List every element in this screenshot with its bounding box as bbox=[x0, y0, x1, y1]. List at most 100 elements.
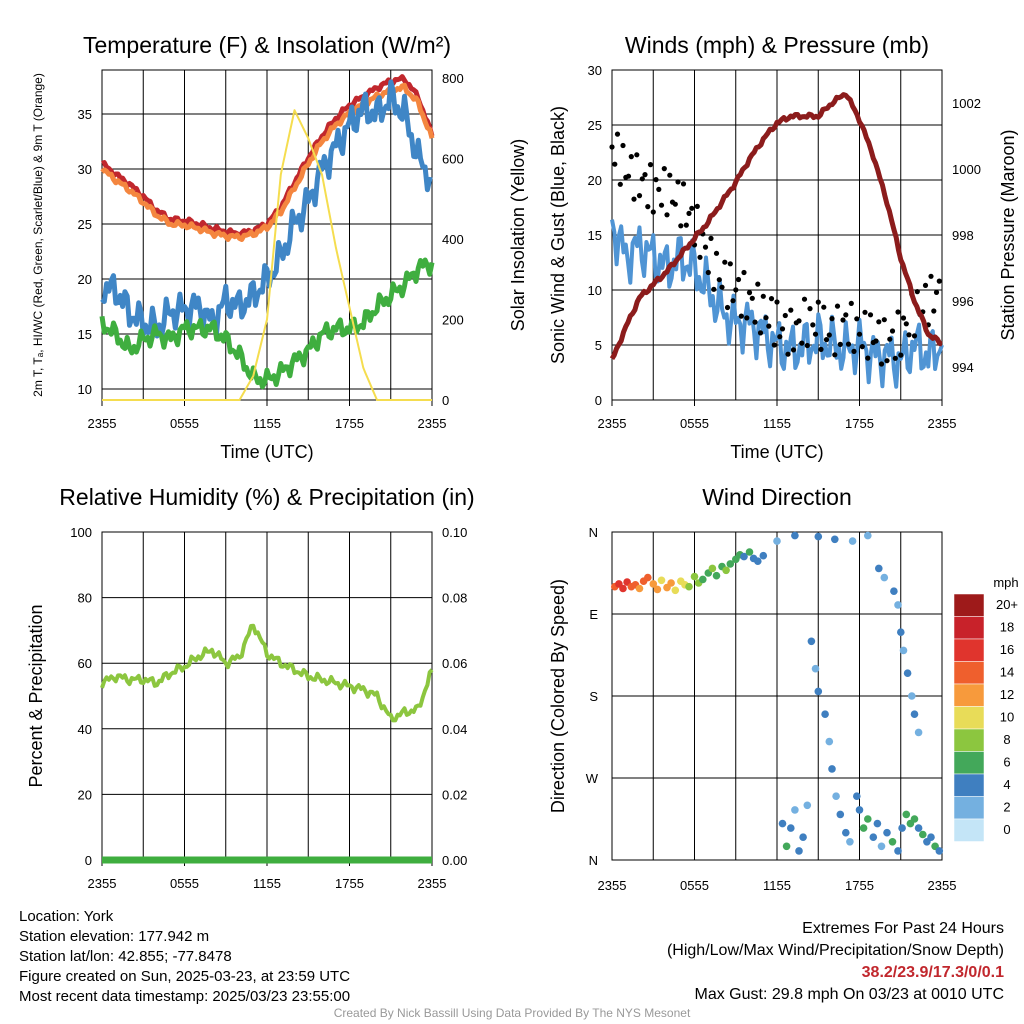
gust-point bbox=[719, 284, 725, 290]
direction-point bbox=[754, 557, 762, 565]
recent-data-text: Most recent data timestamp: 2025/03/23 2… bbox=[19, 988, 351, 1005]
gust-point bbox=[785, 351, 791, 357]
gust-point bbox=[768, 296, 775, 302]
gust-point bbox=[694, 203, 700, 209]
panel-2-ytick-right: 1000 bbox=[952, 162, 981, 177]
direction-point bbox=[803, 801, 812, 810]
gust-point bbox=[680, 181, 687, 187]
colorbar-label: 18 bbox=[1000, 620, 1014, 635]
gust-point bbox=[812, 331, 819, 337]
panel-1-xtick: 2355 bbox=[88, 416, 117, 431]
panel-3-ytick-left: 20 bbox=[78, 787, 92, 802]
gust-point bbox=[788, 307, 794, 313]
panel-4-xtick: 0555 bbox=[680, 878, 709, 893]
gust-point bbox=[612, 161, 618, 167]
max-gust-text: Max Gust: 29.8 mph On 03/23 at 0010 UTC bbox=[694, 986, 1005, 1003]
direction-point bbox=[745, 548, 754, 556]
gust-point bbox=[675, 179, 681, 185]
gust-point bbox=[724, 304, 731, 311]
direction-point bbox=[914, 728, 923, 737]
gust-point bbox=[826, 332, 832, 338]
panel-1-ytick-left: 25 bbox=[78, 217, 92, 232]
panel-3-title: Relative Humidity (%) & Precipitation (i… bbox=[59, 484, 474, 510]
gust-point bbox=[702, 244, 709, 250]
panel-3-ytick-right: 0.00 bbox=[442, 853, 467, 868]
gust-point bbox=[727, 261, 733, 267]
panel-3-ytick-left: 0 bbox=[85, 853, 92, 868]
credit-text: Created By Nick Bassill Using Data Provi… bbox=[333, 1006, 691, 1020]
colorbar-label: 6 bbox=[1003, 755, 1010, 770]
panel-2-ytick-left: 15 bbox=[588, 228, 602, 243]
direction-point bbox=[910, 815, 919, 823]
panel-2-ylabel-left: Sonic Wind & Gust (Blue, Black) bbox=[548, 106, 568, 364]
panel-4-ytick: E bbox=[589, 607, 598, 622]
gust-point bbox=[752, 319, 758, 325]
panel-1-ytick-right: 800 bbox=[442, 71, 464, 86]
gust-point bbox=[653, 177, 659, 183]
panel-1-xtick: 0555 bbox=[170, 416, 199, 431]
panel-2-ytick-left: 10 bbox=[588, 283, 602, 298]
direction-point bbox=[903, 669, 912, 677]
panel-4-xtick: 2355 bbox=[598, 878, 627, 893]
direction-point bbox=[910, 710, 919, 718]
colorbar-swatch bbox=[953, 751, 985, 775]
panel-3-ylabel-left: Percent & Precipitation bbox=[26, 604, 46, 787]
gust-point bbox=[881, 317, 887, 323]
gust-point bbox=[647, 162, 654, 168]
direction-point bbox=[853, 792, 861, 800]
gust-point bbox=[730, 298, 736, 304]
station-info: Location: York Station elevation: 177.94… bbox=[19, 907, 350, 1007]
gust-point bbox=[887, 336, 893, 342]
direction-point bbox=[644, 573, 652, 582]
colorbar-label: 20+ bbox=[996, 597, 1018, 612]
extremes-legend: (High/Low/Max Wind/Precipitation/Snow De… bbox=[666, 942, 1004, 959]
direction-point bbox=[894, 847, 902, 855]
panel-3-ytick-right: 0.08 bbox=[442, 591, 467, 606]
gust-point bbox=[774, 299, 780, 305]
gust-point bbox=[741, 269, 747, 276]
gust-point bbox=[744, 315, 750, 321]
panel-4-ytick: S bbox=[589, 689, 598, 704]
direction-point bbox=[873, 819, 882, 828]
direction-point bbox=[740, 552, 748, 561]
panel-2-xtick: 0555 bbox=[680, 416, 709, 431]
panel-1-ytick-right: 200 bbox=[442, 313, 464, 328]
gust-point bbox=[859, 344, 865, 350]
gust-point bbox=[713, 250, 720, 256]
panel-2-ytick-left: 30 bbox=[588, 63, 602, 78]
direction-point bbox=[831, 535, 839, 544]
gust-point bbox=[763, 315, 769, 321]
panel-1-ytick-right: 0 bbox=[442, 393, 449, 408]
colorbar-label: 12 bbox=[1000, 687, 1014, 702]
direction-point bbox=[846, 838, 854, 846]
direction-point bbox=[821, 710, 829, 718]
gust-point bbox=[884, 358, 890, 364]
direction-point bbox=[708, 564, 717, 573]
colorbar-label: 0 bbox=[1003, 822, 1010, 837]
direction-point bbox=[657, 576, 666, 585]
panel-4-title: Wind Direction bbox=[702, 484, 852, 510]
direction-point bbox=[842, 828, 850, 837]
direction-point bbox=[807, 637, 816, 646]
panel-1-ytick-right: 600 bbox=[442, 152, 464, 167]
gust-point bbox=[914, 289, 920, 295]
gust-point bbox=[755, 281, 761, 287]
gust-point bbox=[667, 172, 673, 178]
gust-point bbox=[889, 328, 896, 334]
pressure-line bbox=[609, 92, 943, 361]
panel-2-xtick: 2355 bbox=[598, 416, 627, 431]
panel-1-ylabel-right: Solar Insolation (Yellow) bbox=[508, 139, 528, 331]
direction-point bbox=[635, 584, 644, 593]
colorbar-label: 10 bbox=[1000, 710, 1014, 725]
direction-point bbox=[935, 847, 944, 855]
panel-1-xtick: 2355 bbox=[418, 416, 447, 431]
direction-point bbox=[782, 842, 791, 851]
panel-3-ytick-right: 0.06 bbox=[442, 656, 467, 671]
gust-point bbox=[757, 330, 764, 336]
gust-point bbox=[779, 326, 786, 332]
gust-point bbox=[848, 300, 854, 306]
panel-2-ytick-left: 0 bbox=[595, 393, 602, 408]
gust-point bbox=[625, 173, 632, 179]
gust-point bbox=[928, 273, 934, 279]
colorbar-swatch bbox=[953, 661, 985, 685]
